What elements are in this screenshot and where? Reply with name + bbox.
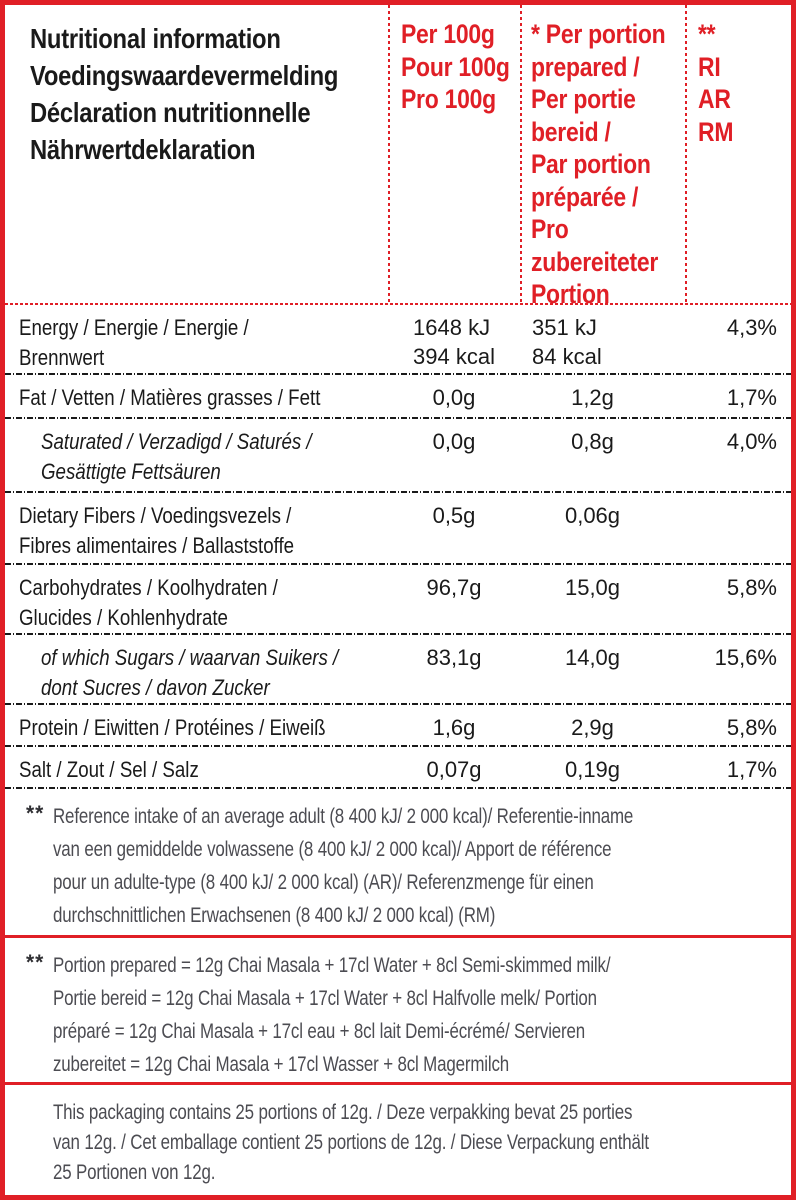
column-divider-3 <box>685 5 687 303</box>
table-row-salt: Salt / Zout / Sel / Salz 0,07g 0,19g 1,7… <box>5 747 791 787</box>
table-row-saturated: Saturated / Verzadigd / Saturés / Gesätt… <box>5 419 791 491</box>
col-header-per-100g: Per 100g Pour 100g Pro 100g <box>401 19 510 114</box>
value-per-portion: 0,19g <box>564 757 621 782</box>
value-per-100g: 1648 kJ 394 kcal <box>413 315 495 369</box>
section-divider <box>5 935 791 938</box>
footnote-reference-intake: ** Reference intake of an average adult … <box>26 802 634 927</box>
value-per-100g: 0,5g <box>432 503 476 528</box>
row-label: of which Sugars / waarvan Suikers / dont… <box>41 645 339 700</box>
table-row-energy: Energy / Energie / Energie / Brennwert 1… <box>5 305 791 373</box>
table-header: Nutritional information Voedingswaardeve… <box>5 5 791 309</box>
value-per-100g: 96,7g <box>426 575 482 600</box>
header-title-cell: Nutritional information Voedingswaardeve… <box>5 5 388 168</box>
value-reference: 5,8% <box>726 715 777 740</box>
column-divider-2 <box>520 5 522 303</box>
row-divider <box>5 745 791 747</box>
table-row-carbohydrates: Carbohydrates / Koolhydraten / Glucides … <box>5 565 791 633</box>
value-per-100g: 0,0g <box>432 385 476 410</box>
value-per-100g: 0,0g <box>432 429 476 454</box>
row-divider <box>5 633 791 635</box>
value-reference: 4,3% <box>726 315 777 340</box>
row-divider <box>5 417 791 419</box>
value-per-100g: 0,07g <box>426 757 482 782</box>
value-per-portion: 15,0g <box>564 575 621 600</box>
value-reference: 1,7% <box>726 757 777 782</box>
row-divider <box>5 373 791 375</box>
value-per-portion: 351 kJ 84 kcal <box>532 315 602 369</box>
section-divider <box>5 1082 791 1085</box>
value-per-portion: 0,06g <box>564 503 621 528</box>
header-divider <box>5 303 791 305</box>
value-reference <box>685 493 791 501</box>
row-label: Energy / Energie / Energie / Brennwert <box>19 315 249 370</box>
packaging-note: This packaging contains 25 portions of 1… <box>53 1101 649 1184</box>
row-label: Carbohydrates / Koolhydraten / Glucides … <box>19 575 278 630</box>
footnote-marker: ** <box>26 802 45 825</box>
value-per-100g: 1,6g <box>432 715 476 740</box>
row-label: Salt / Zout / Sel / Salz <box>19 757 199 782</box>
col-header-reference-intake: ** RI AR RM <box>698 19 734 147</box>
column-divider-1 <box>388 5 390 303</box>
value-reference: 15,6% <box>714 645 777 670</box>
value-reference: 5,8% <box>726 575 777 600</box>
row-label: Fat / Vetten / Matières grasses / Fett <box>19 385 321 410</box>
page-title: Nutritional information Voedingswaardeve… <box>30 23 339 165</box>
value-per-100g: 83,1g <box>426 645 482 670</box>
row-divider <box>5 703 791 705</box>
value-per-portion: 2,9g <box>571 715 614 740</box>
value-reference: 4,0% <box>726 429 777 454</box>
footnote-portion-prepared: ** Portion prepared = 12g Chai Masala + … <box>26 951 611 1076</box>
row-divider <box>5 491 791 493</box>
row-label: Dietary Fibers / Voedingsvezels / Fibres… <box>19 503 295 558</box>
table-row-dietary-fibers: Dietary Fibers / Voedingsvezels / Fibres… <box>5 493 791 563</box>
value-per-portion: 1,2g <box>571 385 614 410</box>
table-row-fat: Fat / Vetten / Matières grasses / Fett 0… <box>5 375 791 417</box>
row-label: Protein / Eiwitten / Protéines / Eiweiß <box>19 715 326 740</box>
table-row-protein: Protein / Eiwitten / Protéines / Eiweiß … <box>5 705 791 745</box>
row-divider <box>5 563 791 565</box>
value-per-portion: 14,0g <box>564 645 621 670</box>
row-divider <box>5 787 791 789</box>
table-row-sugars: of which Sugars / waarvan Suikers / dont… <box>5 635 791 703</box>
col-header-per-portion: * Per portion prepared / Per portie bere… <box>531 19 666 309</box>
footnote-marker: ** <box>26 951 45 974</box>
value-per-portion: 0,8g <box>571 429 614 454</box>
value-reference: 1,7% <box>726 385 777 410</box>
row-label: Saturated / Verzadigd / Saturés / Gesätt… <box>41 429 312 484</box>
